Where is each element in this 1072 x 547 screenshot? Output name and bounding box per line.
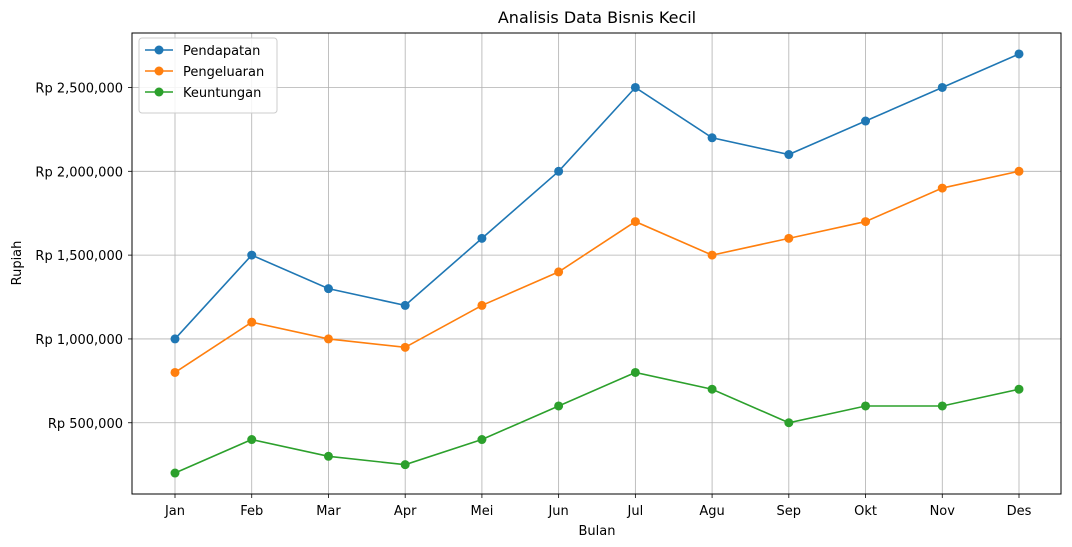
x-tick-label: Apr	[394, 504, 417, 519]
x-tick-label: Agu	[699, 504, 724, 519]
data-point	[861, 217, 871, 227]
data-point	[784, 233, 794, 243]
data-point	[937, 401, 947, 411]
x-tick-label: Mar	[316, 504, 341, 519]
x-axis-ticks: Jan Feb Mar Apr Mei Jun Jul Agu Sep Okt Nov Des	[164, 494, 1032, 519]
series-line	[174, 53, 1020, 340]
y-tick-label: Rp 1,500,000	[35, 249, 123, 264]
data-point	[1014, 49, 1024, 59]
data-point	[247, 250, 257, 260]
x-tick-label: Jun	[547, 504, 568, 519]
x-tick-label: Nov	[930, 504, 956, 519]
x-tick-label: Jul	[627, 504, 644, 519]
data-point	[323, 284, 333, 294]
data-point	[323, 451, 333, 461]
data-point	[477, 233, 487, 243]
y-tick-label: Rp 2,000,000	[35, 165, 123, 180]
data-point	[400, 300, 410, 310]
legend-item: Pendapatan	[145, 44, 260, 59]
x-tick-label: Sep	[777, 504, 802, 519]
data-point	[400, 342, 410, 352]
data-point	[170, 468, 180, 478]
legend-label: Pendapatan	[183, 44, 260, 59]
legend-box	[138, 37, 278, 114]
legend-label: Pengeluaran	[183, 65, 264, 80]
x-tick-label: Des	[1007, 504, 1032, 519]
data-point	[400, 460, 410, 470]
series-line	[174, 371, 1020, 474]
x-tick-label: Mei	[470, 504, 493, 519]
data-point	[247, 317, 257, 327]
legend-marker	[154, 45, 164, 55]
series-pengeluaran	[170, 166, 1024, 377]
y-tick-label: Rp 2,500,000	[35, 81, 123, 96]
data-point	[861, 401, 871, 411]
legend-label: Keuntungan	[183, 86, 261, 101]
legend-marker	[154, 87, 164, 97]
series-lines	[170, 49, 1024, 478]
data-point	[707, 133, 717, 143]
y-axis-label: Rupiah	[10, 241, 25, 286]
y-tick-label: Rp 500,000	[48, 417, 123, 432]
data-point	[1014, 166, 1024, 176]
data-point	[554, 267, 564, 277]
data-point	[554, 166, 564, 176]
data-point	[937, 82, 947, 92]
y-tick-label: Rp 1,000,000	[35, 333, 123, 348]
data-point	[1014, 384, 1024, 394]
legend: Pendapatan Pengeluaran Keuntungan	[138, 37, 278, 114]
series-line	[174, 170, 1020, 374]
series-pendapatan	[170, 49, 1024, 344]
data-point	[784, 418, 794, 428]
data-point	[477, 435, 487, 445]
data-point	[707, 384, 717, 394]
data-point	[937, 183, 947, 193]
legend-item: Keuntungan	[145, 86, 261, 101]
data-point	[247, 435, 257, 445]
series-keuntungan	[170, 367, 1024, 478]
data-point	[477, 300, 487, 310]
chart-title: Analisis Data Bisnis Kecil	[498, 8, 696, 27]
data-point	[170, 334, 180, 344]
data-point	[630, 367, 640, 377]
legend-marker	[154, 66, 164, 76]
data-point	[861, 116, 871, 126]
plot-frame	[131, 32, 1062, 495]
grid-lines	[132, 33, 1061, 494]
x-tick-label: Okt	[854, 504, 877, 519]
data-point	[323, 334, 333, 344]
legend-item: Pengeluaran	[145, 65, 264, 80]
y-axis-ticks: Rp 500,000 Rp 1,000,000 Rp 1,500,000 Rp 2,0…	[35, 81, 132, 432]
x-tick-label: Feb	[240, 504, 263, 519]
x-axis-label: Bulan	[579, 524, 616, 539]
data-point	[784, 150, 794, 160]
data-point	[630, 217, 640, 227]
data-point	[554, 401, 564, 411]
data-point	[707, 250, 717, 260]
x-tick-label: Jan	[164, 504, 185, 519]
data-point	[630, 82, 640, 92]
data-point	[170, 367, 180, 377]
